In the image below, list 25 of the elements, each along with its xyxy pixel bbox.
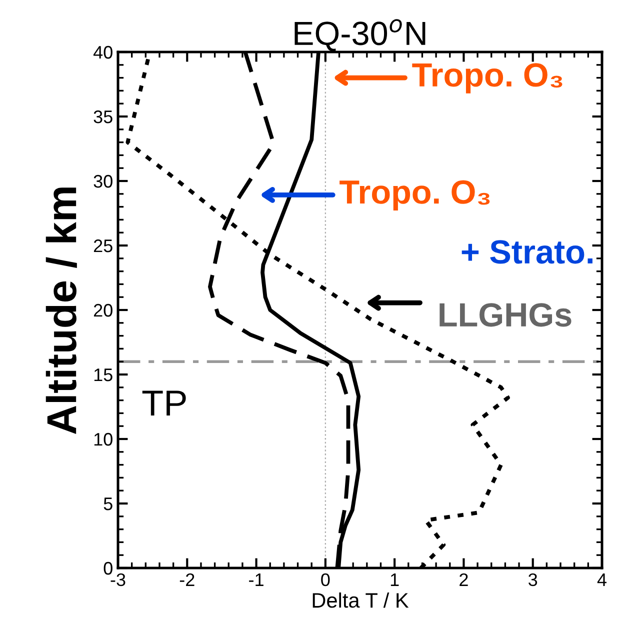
ref-line-label: TP [142,390,186,416]
x-tick-label: 2 [460,573,468,586]
x-tick-label: 4 [597,574,606,586]
y-tick-label: 30 [94,174,112,188]
x-tick-label: -1 [249,574,264,586]
y-tick-label: 20 [94,304,112,317]
y-tick-label: 5 [104,498,112,510]
x-tick-label: 3 [528,573,538,586]
annotation: LLGHGs [440,303,572,327]
x-tick-label: -3 [110,573,126,586]
y-tick-label: 40 [93,46,112,59]
y-tick-label: 15 [94,368,112,382]
x-tick-label: -2 [180,573,194,586]
x-tick-label: 0 [321,573,330,586]
y-tick-label: 10 [94,432,112,446]
y-tick-label: 25 [94,239,112,252]
annotation: + Strato. [462,240,592,264]
x-tick-label: 1 [390,574,399,586]
x-axis-title: Delta T / K [312,592,409,608]
y-tick-label: 35 [94,110,112,124]
annotation: Tropo. O₃ [340,180,490,210]
y-tick-label: 0 [104,562,112,575]
chart-title: EQ-30$^{o}$N [294,19,426,52]
annotation: Tropo. O₃ [412,63,562,94]
y-axis-title: Altitude / km [46,188,77,434]
